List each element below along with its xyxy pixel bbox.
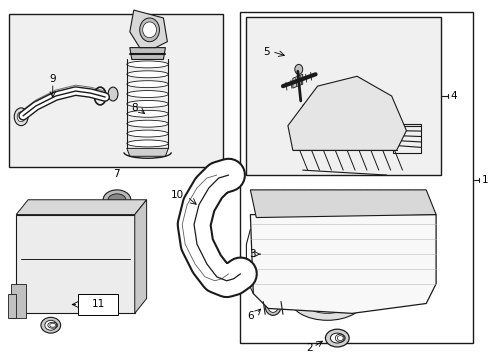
Ellipse shape bbox=[108, 194, 125, 206]
Polygon shape bbox=[250, 190, 435, 217]
Ellipse shape bbox=[289, 277, 364, 320]
Ellipse shape bbox=[267, 301, 278, 312]
Ellipse shape bbox=[41, 317, 61, 333]
Ellipse shape bbox=[126, 91, 168, 98]
Polygon shape bbox=[287, 76, 406, 150]
Bar bbox=[240, 12, 472, 343]
Ellipse shape bbox=[330, 333, 344, 343]
Text: 11: 11 bbox=[91, 300, 104, 310]
Ellipse shape bbox=[315, 291, 339, 306]
Ellipse shape bbox=[45, 320, 57, 330]
Ellipse shape bbox=[103, 190, 131, 210]
Ellipse shape bbox=[126, 130, 168, 137]
Ellipse shape bbox=[325, 329, 348, 347]
Polygon shape bbox=[292, 74, 302, 88]
Ellipse shape bbox=[264, 298, 281, 315]
Text: 1: 1 bbox=[481, 175, 487, 185]
Bar bbox=[246, 17, 440, 175]
Text: 10: 10 bbox=[171, 190, 184, 200]
Polygon shape bbox=[16, 200, 146, 215]
Text: 9: 9 bbox=[49, 74, 56, 84]
Ellipse shape bbox=[126, 100, 168, 107]
Ellipse shape bbox=[17, 112, 25, 122]
Polygon shape bbox=[126, 148, 168, 156]
Ellipse shape bbox=[301, 284, 352, 313]
Polygon shape bbox=[129, 48, 165, 59]
Text: 2: 2 bbox=[305, 343, 312, 353]
Bar bbox=[78, 294, 118, 315]
Text: 6: 6 bbox=[247, 311, 254, 321]
Ellipse shape bbox=[126, 61, 168, 68]
Ellipse shape bbox=[108, 87, 118, 101]
Text: 8: 8 bbox=[131, 103, 138, 113]
Text: 7: 7 bbox=[112, 169, 119, 179]
Bar bbox=[327, 121, 345, 136]
Polygon shape bbox=[250, 215, 435, 313]
Polygon shape bbox=[11, 284, 26, 318]
Text: 3: 3 bbox=[248, 249, 255, 259]
Ellipse shape bbox=[142, 22, 156, 38]
Ellipse shape bbox=[126, 71, 168, 78]
Text: 4: 4 bbox=[450, 91, 457, 101]
Ellipse shape bbox=[126, 140, 168, 147]
Bar bbox=[9, 14, 222, 167]
Ellipse shape bbox=[126, 111, 168, 117]
Ellipse shape bbox=[140, 18, 159, 42]
Polygon shape bbox=[135, 200, 146, 313]
Bar bbox=[8, 294, 16, 318]
Polygon shape bbox=[129, 10, 167, 48]
Ellipse shape bbox=[126, 120, 168, 127]
Ellipse shape bbox=[14, 108, 28, 126]
Ellipse shape bbox=[294, 64, 302, 74]
Bar bbox=[16, 215, 135, 313]
Text: 5: 5 bbox=[263, 46, 269, 57]
Ellipse shape bbox=[126, 81, 168, 87]
